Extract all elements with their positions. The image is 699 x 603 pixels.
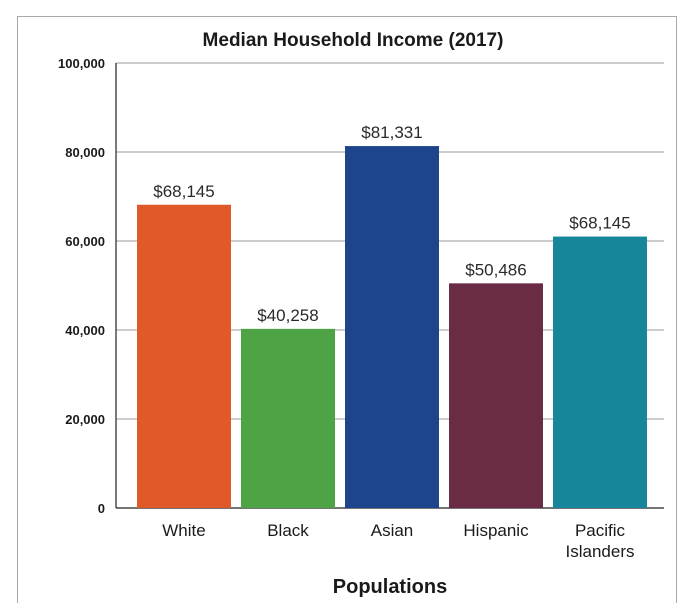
y-tick-label: 40,000 xyxy=(65,323,105,338)
x-tick-label: Pacific xyxy=(575,521,626,540)
y-tick-label: 80,000 xyxy=(65,145,105,160)
x-tick-label: White xyxy=(162,521,205,540)
data-label: $81,331 xyxy=(361,123,422,142)
y-axis-ticks: 0 20,000 40,000 60,000 80,000 100,000 xyxy=(58,56,105,516)
bar xyxy=(241,328,335,508)
bar xyxy=(553,236,647,509)
x-tick-label: Asian xyxy=(371,521,414,540)
y-tick-label: 100,000 xyxy=(58,56,105,71)
bar xyxy=(449,283,543,508)
y-tick-label: 0 xyxy=(98,501,105,516)
x-tick-label: Islanders xyxy=(566,542,635,561)
x-axis-ticks: White Black Asian Hispanic Pacific Islanders xyxy=(162,521,634,561)
data-label: $50,486 xyxy=(465,260,526,279)
chart-title: Median Household Income (2017) xyxy=(203,30,504,51)
bars xyxy=(137,146,647,509)
y-tick-label: 20,000 xyxy=(65,412,105,427)
x-tick-label: Black xyxy=(267,521,309,540)
x-axis-title: Populations xyxy=(333,576,447,598)
data-label: $68,145 xyxy=(153,182,214,201)
y-tick-label: 60,000 xyxy=(65,234,105,249)
x-tick-label: Hispanic xyxy=(463,521,529,540)
data-label: $68,145 xyxy=(569,214,630,233)
bar xyxy=(137,204,231,508)
chart-frame xyxy=(17,16,677,603)
bar xyxy=(345,146,439,508)
data-label: $40,258 xyxy=(257,306,318,325)
data-labels: $68,145 $40,258 $81,331 $50,486 $68,145 xyxy=(153,123,630,325)
